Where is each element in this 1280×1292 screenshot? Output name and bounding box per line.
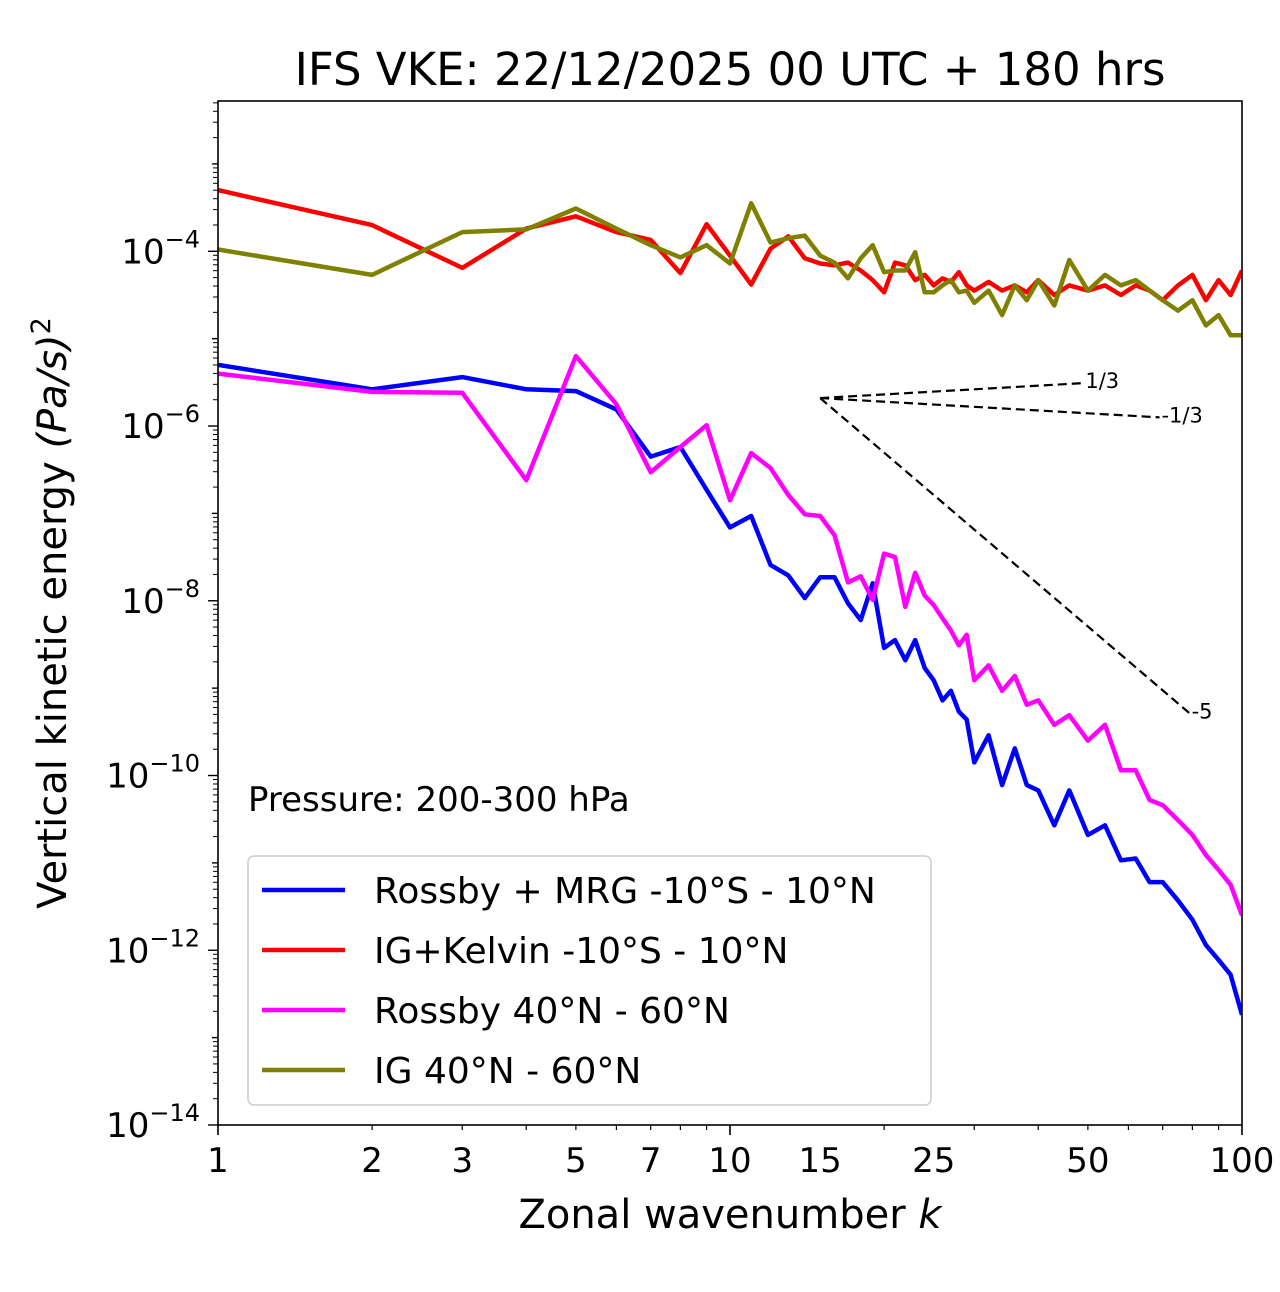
x-tick-label: 3 [451, 1141, 473, 1181]
y-tick-label: 10−10 [106, 750, 200, 797]
legend-label: IG 40°N - 60°N [374, 1051, 641, 1092]
legend: Rossby + MRG -10°S - 10°N IG+Kelvin -10°S… [247, 855, 932, 1106]
y-axis-label-power: 2 [26, 317, 57, 334]
legend-label: IG+Kelvin -10°S - 10°N [374, 931, 788, 972]
slope-line [819, 397, 1191, 715]
x-tick-label: 25 [912, 1141, 955, 1181]
x-tick-label: 50 [1066, 1141, 1109, 1181]
y-tick-exponent: −10 [149, 750, 200, 778]
series-line-4 [218, 200, 1242, 338]
slope-label: -5 [1192, 699, 1213, 723]
x-tick-label: 7 [640, 1141, 662, 1181]
x-axis-label: Zonal wavenumber k [518, 1192, 943, 1238]
slope-line [820, 396, 1160, 419]
y-tick-base: 10 [121, 232, 164, 272]
y-tick-label: 10−6 [121, 400, 200, 447]
series-line-3 [218, 353, 1242, 917]
y-tick-base: 10 [106, 757, 149, 797]
slope-label: 1/3 [1085, 369, 1119, 393]
series-line-1 [218, 362, 1242, 1016]
slope-line [820, 381, 1084, 400]
legend-label: Rossby 40°N - 60°N [374, 991, 730, 1032]
slope-label: -1/3 [1161, 403, 1202, 427]
y-tick-label: 10−4 [121, 225, 200, 272]
y-tick-label: 10−8 [121, 575, 200, 622]
y-axis-label-unit: (Pa/s) [30, 334, 76, 448]
series-line-2 [218, 187, 1242, 303]
x-tick-label: 10 [708, 1141, 751, 1181]
x-tick-label: 100 [1210, 1141, 1275, 1181]
y-tick-base: 10 [106, 931, 149, 971]
y-axis-label-text: Vertical kinetic energy [30, 461, 76, 909]
reference-slope-lines: 1/3 -1/3 -5 [819, 369, 1213, 723]
y-tick-exponent: −6 [165, 400, 200, 428]
legend-box [247, 855, 932, 1106]
series-lines [218, 187, 1242, 1016]
y-axis-label: Vertical kinetic energy (Pa/s)2 [26, 317, 76, 909]
chart-title: IFS VKE: 22/12/2025 00 UTC + 180 hrs [295, 43, 1166, 96]
x-axis-label-k: k [918, 1192, 943, 1238]
y-tick-exponent: −12 [149, 924, 200, 952]
plot-frame [217, 100, 1243, 1126]
x-tick-label: 15 [799, 1141, 842, 1181]
y-tick-exponent: −4 [165, 225, 200, 253]
x-tick-label: 5 [565, 1141, 587, 1181]
x-axis-label-text: Zonal wavenumber [518, 1192, 906, 1238]
pressure-annotation: Pressure: 200-300 hPa [248, 780, 630, 820]
y-tick-base: 10 [121, 582, 164, 622]
y-tick-exponent: −8 [165, 575, 200, 603]
y-tick-label: 10−12 [106, 924, 200, 971]
legend-label: Rossby + MRG -10°S - 10°N [374, 871, 876, 912]
y-tick-base: 10 [106, 1106, 149, 1146]
y-tick-base: 10 [121, 407, 164, 447]
axis-ticks: 1 2 3 5 7 10 15 25 50 10010−1410−1210−1010−810−61… [106, 102, 1275, 1181]
y-tick-exponent: −14 [149, 1099, 200, 1127]
y-tick-label: 10−14 [106, 1099, 200, 1146]
x-tick-label: 1 [207, 1141, 229, 1181]
x-tick-label: 2 [361, 1141, 383, 1181]
